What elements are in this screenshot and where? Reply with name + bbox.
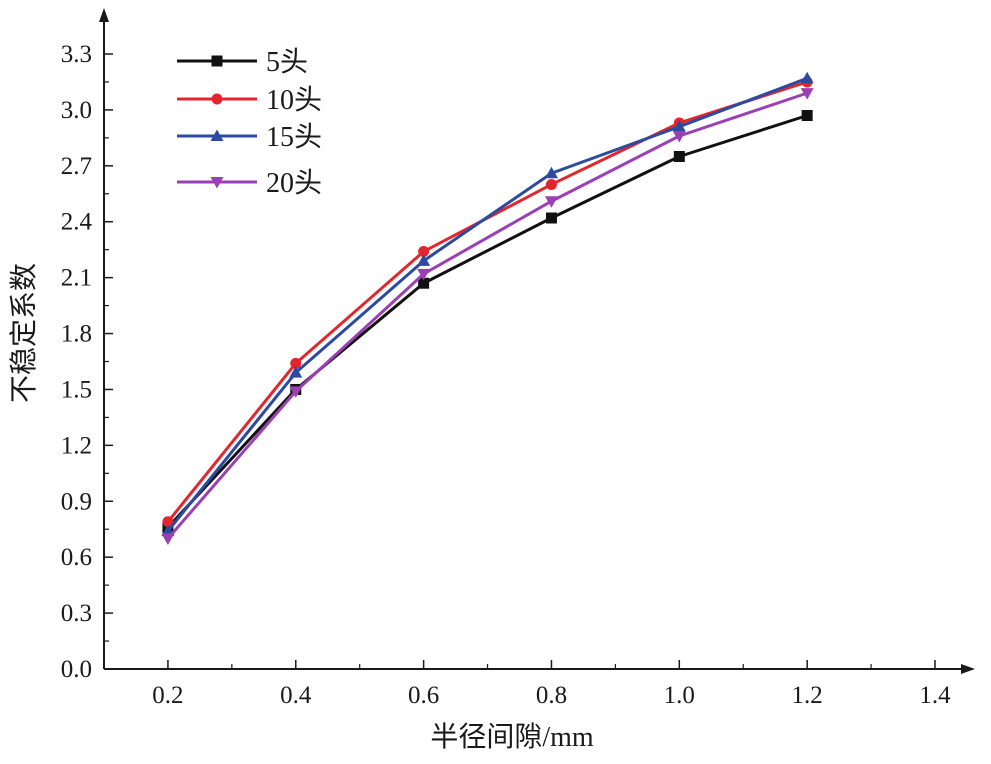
- legend-marker-icon: [210, 129, 224, 141]
- x-tick-label: 0.4: [280, 682, 312, 709]
- x-tick-label: 1.4: [919, 682, 951, 709]
- legend-item: 20头: [177, 167, 322, 199]
- data-point: [800, 88, 814, 100]
- legend-marker-icon: [211, 93, 223, 105]
- legend-label: 20头: [266, 167, 322, 199]
- series-line: [166, 80, 808, 523]
- y-tick-label: 2.4: [61, 209, 93, 236]
- data-point: [161, 533, 175, 546]
- data-point: [800, 71, 814, 84]
- y-axis-arrow-icon: [99, 8, 109, 22]
- data-point: [673, 151, 685, 162]
- x-axis-title: 半径间隙/mm: [430, 721, 594, 753]
- series-line: [166, 76, 808, 533]
- axes: 0.0 0.3 0.6 0.9 1.2 1.5 1.8 2.1 2.4 2.7 3.0 3.3 0.2 0…: [61, 8, 975, 709]
- y-tick-label: 3.0: [61, 97, 92, 124]
- data-point: [544, 166, 558, 179]
- legend-label: 10头: [266, 84, 322, 116]
- data-point: [418, 277, 430, 289]
- legend-marker-icon: [211, 55, 223, 67]
- legend-item: 10头: [177, 84, 322, 116]
- y-tick-label: 1.5: [61, 376, 92, 403]
- legend-item: 5头: [177, 46, 308, 78]
- data-point: [545, 212, 557, 224]
- y-tick-label: 1.8: [61, 321, 92, 348]
- y-tick-label: 0.9: [61, 488, 92, 515]
- data-point: [418, 246, 430, 258]
- series-0: [162, 110, 813, 533]
- series-line: [166, 91, 808, 540]
- x-tick-label: 0.8: [536, 682, 567, 709]
- y-tick-label: 1.2: [61, 432, 92, 459]
- data-point: [290, 357, 302, 369]
- data-point: [545, 178, 557, 190]
- legend-label: 15头: [266, 121, 322, 153]
- legend-label: 5头: [266, 46, 308, 78]
- y-tick-label: 0.3: [61, 600, 92, 627]
- series-line: [166, 114, 808, 529]
- series-3: [161, 88, 814, 546]
- series-2: [161, 71, 814, 537]
- x-axis-arrow-icon: [961, 664, 975, 674]
- x-tick-label: 0.6: [408, 682, 439, 709]
- data-point: [801, 110, 813, 121]
- data-point: [162, 516, 174, 528]
- y-tick-label: 0.6: [61, 544, 92, 571]
- y-axis-title: 不稳定系数: [8, 263, 40, 403]
- legend: 5头 10头 15头 20头: [177, 46, 322, 199]
- x-tick-label: 0.2: [152, 682, 183, 709]
- y-tick-label: 2.7: [61, 153, 92, 180]
- plot-area: [161, 71, 814, 546]
- x-tick-label: 1.2: [792, 682, 823, 709]
- y-tick-label: 2.1: [61, 265, 92, 292]
- data-point: [289, 386, 303, 398]
- y-tick-label: 3.3: [61, 41, 92, 68]
- data-point: [672, 131, 686, 143]
- data-point: [672, 120, 686, 132]
- data-point: [417, 268, 431, 281]
- data-point: [417, 254, 431, 266]
- legend-marker-icon: [210, 177, 224, 189]
- legend-item: 15头: [177, 121, 322, 153]
- x-tick-label: 1.0: [664, 682, 695, 709]
- y-tick-label: 0.0: [61, 656, 92, 683]
- data-point: [289, 366, 303, 378]
- data-point: [544, 196, 558, 208]
